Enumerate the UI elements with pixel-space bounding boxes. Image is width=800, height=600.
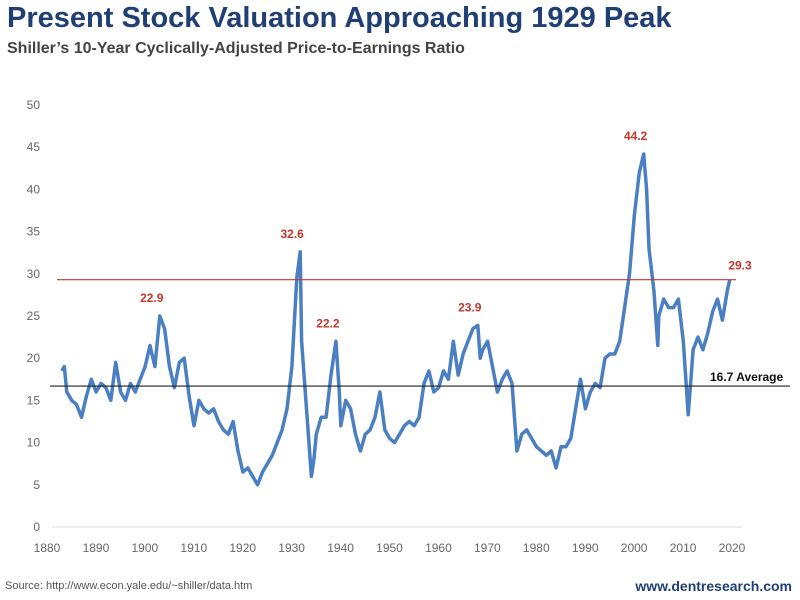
x-tick-label: 1980 xyxy=(523,541,550,555)
source-note: Source: http://www.econ.yale.edu/~shille… xyxy=(5,580,253,592)
cape-series-line xyxy=(60,152,732,487)
average-label: 16.7 Average xyxy=(710,370,783,384)
x-tick-label: 1930 xyxy=(278,541,305,555)
x-tick-label: 1880 xyxy=(34,541,61,555)
x-tick-label: 1970 xyxy=(474,541,501,555)
y-tick-label: 20 xyxy=(27,351,41,365)
x-tick-label: 2020 xyxy=(719,541,746,555)
chart-subtitle: Shiller’s 10-Year Cyclically-Adjusted Pr… xyxy=(7,40,465,57)
chart-title: Present Stock Valuation Approaching 1929… xyxy=(7,2,672,34)
x-tick-label: 2010 xyxy=(670,541,697,555)
y-tick-label: 40 xyxy=(27,182,41,196)
peak-label: 23.9 xyxy=(458,300,482,314)
y-tick-label: 5 xyxy=(33,478,40,492)
x-tick-label: 1950 xyxy=(376,541,403,555)
y-tick-label: 0 xyxy=(33,520,40,534)
current-value-label: 29.3 xyxy=(728,259,752,273)
peak-label: 44.2 xyxy=(624,129,648,143)
x-tick-label: 1910 xyxy=(180,541,207,555)
x-tick-label: 2000 xyxy=(621,541,648,555)
y-tick-label: 35 xyxy=(27,225,41,239)
peak-label: 22.2 xyxy=(316,316,340,330)
peak-label: 22.9 xyxy=(140,291,164,305)
peak-label: 32.6 xyxy=(280,227,304,241)
x-tick-label: 1890 xyxy=(83,541,110,555)
y-tick-label: 10 xyxy=(27,436,41,450)
x-tick-label: 1940 xyxy=(327,541,354,555)
x-tick-label: 1960 xyxy=(425,541,452,555)
y-tick-label: 30 xyxy=(27,267,41,281)
y-tick-label: 15 xyxy=(27,393,41,407)
x-tick-label: 1920 xyxy=(229,541,256,555)
x-tick-label: 1900 xyxy=(132,541,159,555)
y-tick-label: 25 xyxy=(27,309,41,323)
y-tick-label: 50 xyxy=(27,98,41,112)
brand-link[interactable]: www.dentresearch.com xyxy=(635,578,792,594)
x-tick-label: 1990 xyxy=(572,541,599,555)
y-tick-label: 45 xyxy=(27,140,41,154)
